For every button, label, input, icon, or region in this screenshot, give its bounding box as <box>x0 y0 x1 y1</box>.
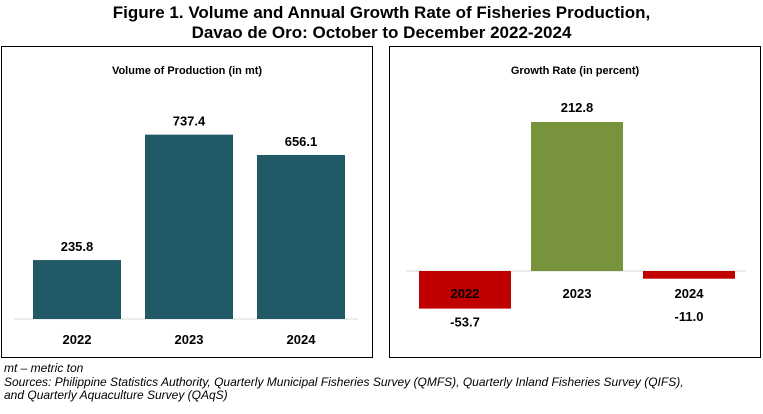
figure-title-line-2: Davao de Oro: October to December 2022-2… <box>191 23 572 42</box>
figure-title-line-1: Figure 1. Volume and Annual Growth Rate … <box>112 3 651 22</box>
volume-bar-2022 <box>33 260 121 319</box>
volume-chart-svg: 235.8 2022 737.4 2023 656.1 2024 <box>14 114 358 347</box>
volume-value-label-2022: 235.8 <box>61 239 94 254</box>
volume-bar-2023 <box>145 134 233 319</box>
volume-chart-title: Volume of Production (in mt) <box>111 65 263 77</box>
growth-chart-panel: Growth Rate (in percent) 2022 -53.7 2023 21… <box>389 46 761 358</box>
figure-title: Figure 1. Volume and Annual Growth Rate … <box>0 3 763 43</box>
growth-chart-svg: 2022 -53.7 2023 212.8 2024 -11.0 <box>406 100 746 330</box>
volume-category-label-2024: 2024 <box>287 332 317 347</box>
growth-category-label-2024: 2024 <box>675 286 705 301</box>
volume-bar-2024 <box>257 154 345 319</box>
volume-category-label-2023: 2023 <box>175 332 204 347</box>
volume-chart-panel: Volume of Production (in mt) 235.8 2022 73… <box>1 46 373 358</box>
growth-category-label-2022: 2022 <box>451 286 480 301</box>
volume-value-label-2023: 737.4 <box>173 114 206 129</box>
sources-line-2: and Quarterly Aquaculture Survey (QAqS) <box>4 388 228 402</box>
unit-note: mt – metric ton <box>4 361 84 375</box>
growth-bar-2024 <box>643 271 735 279</box>
volume-value-label-2024: 656.1 <box>285 134 318 149</box>
growth-category-label-2023: 2023 <box>563 286 592 301</box>
sources-line-1: Sources: Philippine Statistics Authority… <box>4 374 684 389</box>
growth-chart-title: Growth Rate (in percent) <box>510 65 640 77</box>
growth-value-label-2022: -53.7 <box>450 315 480 330</box>
volume-category-label-2022: 2022 <box>63 332 92 347</box>
growth-bar-2022 <box>419 271 511 309</box>
growth-bar-2023 <box>531 122 623 271</box>
growth-value-label-2024: -11.0 <box>675 309 704 324</box>
figure-footer: mt – metric ton Sources: Philippine Stat… <box>4 361 684 403</box>
growth-value-label-2023: 212.8 <box>561 100 594 115</box>
